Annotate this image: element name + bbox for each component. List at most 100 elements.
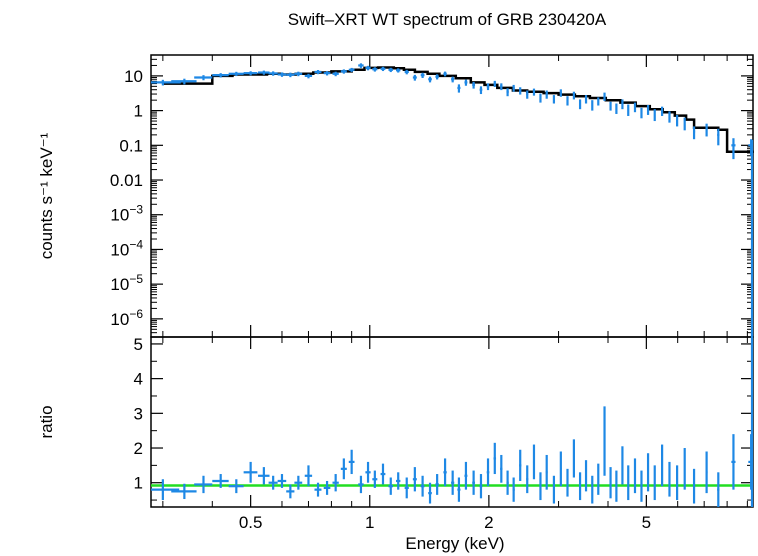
data-point bbox=[286, 72, 295, 78]
data-point bbox=[731, 138, 736, 160]
data-point bbox=[457, 477, 461, 502]
data-point bbox=[609, 467, 612, 499]
data-point bbox=[396, 68, 401, 73]
data-point bbox=[472, 81, 476, 89]
data-point bbox=[519, 87, 522, 95]
data-point bbox=[304, 73, 313, 79]
data-point bbox=[621, 446, 624, 485]
data-point bbox=[603, 92, 606, 101]
data-point bbox=[479, 474, 483, 499]
data-point bbox=[676, 465, 679, 501]
data-point bbox=[323, 71, 331, 76]
data-point bbox=[332, 474, 339, 492]
data-point bbox=[692, 468, 696, 504]
data-point bbox=[526, 465, 529, 494]
spectrum-y-axis-ticks: 10 1 0.1 0.01 10−3 10−4 10−5 10−6 bbox=[110, 54, 753, 338]
data-point bbox=[717, 128, 720, 146]
data-point bbox=[412, 467, 417, 492]
x-tick-label: 5 bbox=[642, 513, 651, 532]
x-tick-label: 1 bbox=[365, 513, 374, 532]
data-point bbox=[591, 100, 594, 111]
y-tick-label: 4 bbox=[134, 370, 143, 389]
ratio-data-points bbox=[151, 140, 754, 507]
data-point bbox=[451, 470, 455, 495]
data-point bbox=[539, 93, 542, 103]
data-point bbox=[653, 109, 656, 122]
data-point bbox=[519, 449, 522, 481]
y-tick-label: 10−3 bbox=[110, 203, 143, 225]
data-point bbox=[627, 104, 630, 116]
data-point bbox=[539, 472, 542, 501]
data-point bbox=[717, 472, 720, 507]
y-tick-label: 0.01 bbox=[110, 171, 143, 190]
data-point bbox=[552, 95, 556, 104]
data-point bbox=[212, 73, 229, 78]
data-point bbox=[603, 406, 606, 476]
data-point bbox=[428, 482, 432, 504]
data-point bbox=[365, 461, 371, 483]
data-point bbox=[646, 105, 650, 115]
data-point bbox=[294, 71, 303, 77]
data-point bbox=[451, 76, 455, 83]
data-point bbox=[212, 474, 229, 488]
data-point bbox=[323, 480, 331, 495]
data-point bbox=[506, 470, 509, 495]
data-point bbox=[512, 477, 515, 502]
spectrum-data-points bbox=[151, 63, 753, 160]
y-tick-label: 10 bbox=[124, 67, 143, 86]
data-point bbox=[194, 75, 213, 81]
data-point bbox=[646, 453, 650, 492]
data-point bbox=[358, 63, 364, 68]
data-point bbox=[372, 470, 378, 488]
data-point bbox=[572, 439, 575, 478]
data-point bbox=[640, 470, 643, 502]
data-point bbox=[683, 117, 686, 131]
data-point bbox=[615, 103, 618, 114]
data-point bbox=[653, 465, 656, 501]
data-point bbox=[705, 451, 708, 494]
data-point bbox=[472, 470, 476, 495]
data-point bbox=[578, 99, 582, 110]
data-point bbox=[545, 454, 548, 490]
data-point bbox=[609, 101, 612, 111]
data-point bbox=[545, 90, 548, 99]
data-point bbox=[420, 72, 425, 78]
data-point bbox=[584, 95, 588, 104]
data-point bbox=[486, 458, 490, 487]
data-point bbox=[228, 71, 244, 77]
data-point bbox=[243, 461, 258, 483]
y-tick-label: 1 bbox=[134, 102, 143, 121]
y-tick-label: 3 bbox=[134, 404, 143, 423]
y-tick-label: 10−4 bbox=[110, 237, 143, 259]
data-point bbox=[171, 78, 197, 85]
data-point bbox=[486, 83, 490, 91]
data-point bbox=[559, 451, 562, 487]
data-point bbox=[348, 67, 355, 72]
y-tick-label: 0.1 bbox=[119, 136, 143, 155]
y-tick-label: 5 bbox=[134, 335, 143, 354]
data-point bbox=[380, 66, 386, 72]
data-point bbox=[464, 461, 468, 490]
data-point bbox=[526, 90, 529, 99]
data-point bbox=[633, 102, 637, 113]
x-axis-ticks: 0.5 1 2 5 bbox=[162, 55, 748, 532]
spectrum-y-axis-label: counts s⁻¹ keV⁻¹ bbox=[37, 132, 56, 259]
data-point bbox=[304, 465, 313, 487]
ratio-y-axis-ticks: 1 2 3 4 5 bbox=[134, 335, 753, 501]
data-point bbox=[591, 475, 594, 504]
data-point bbox=[258, 70, 270, 75]
x-axis-label: Energy (keV) bbox=[405, 534, 504, 553]
data-point bbox=[435, 74, 439, 80]
data-point bbox=[340, 69, 347, 74]
data-point bbox=[358, 475, 364, 494]
model-step-line bbox=[162, 66, 754, 154]
chart-title: Swift–XRT WT spectrum of GRB 230420A bbox=[288, 10, 607, 29]
data-point bbox=[243, 71, 258, 76]
data-point bbox=[566, 96, 569, 106]
model-curve bbox=[162, 66, 754, 154]
data-point bbox=[621, 99, 624, 110]
data-point bbox=[532, 88, 536, 96]
data-point bbox=[705, 123, 708, 137]
data-point bbox=[566, 468, 569, 497]
data-point bbox=[572, 91, 575, 100]
